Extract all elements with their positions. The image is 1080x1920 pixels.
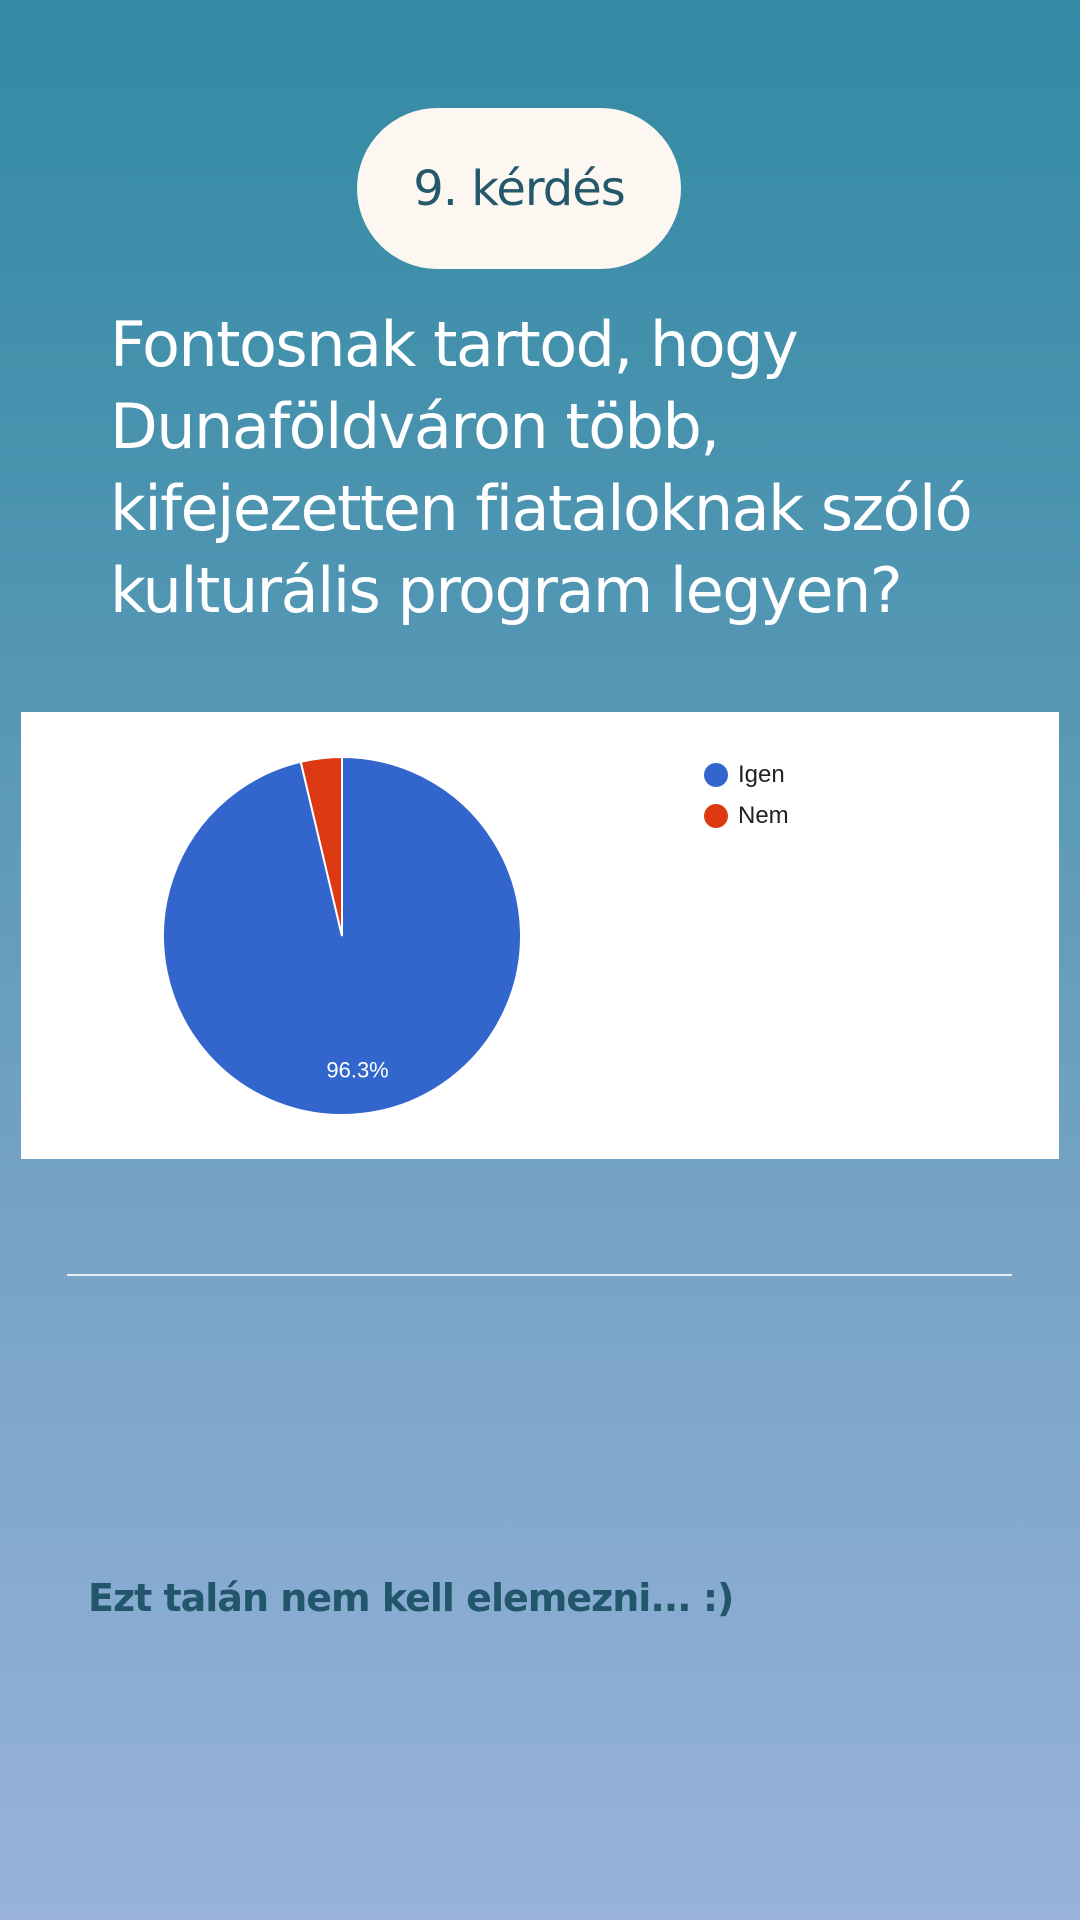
chart-legend: Igen Nem xyxy=(704,754,789,836)
legend-label: Igen xyxy=(738,760,785,788)
pie-slice-nem xyxy=(299,755,343,937)
legend-swatch xyxy=(704,762,728,787)
legend-item-igen: Igen xyxy=(704,754,789,795)
legend-label: Nem xyxy=(738,801,789,829)
legend-swatch xyxy=(704,803,728,828)
question-number-badge: 9. kérdés xyxy=(357,108,681,269)
question-number: 9. kérdés xyxy=(413,160,626,217)
note-text: Ezt talán nem kell elemezni... :) xyxy=(88,1576,734,1620)
legend-item-nem: Nem xyxy=(704,795,789,836)
question-title: Fontosnak tartod, hogy Dunaföldváron töb… xyxy=(110,308,973,627)
pie-data-label: 96.3% xyxy=(326,1057,388,1082)
divider xyxy=(67,1274,1012,1276)
pie-chart: 96.3% xyxy=(162,755,522,1116)
chart-card: 96.3% xyxy=(21,712,1059,1159)
